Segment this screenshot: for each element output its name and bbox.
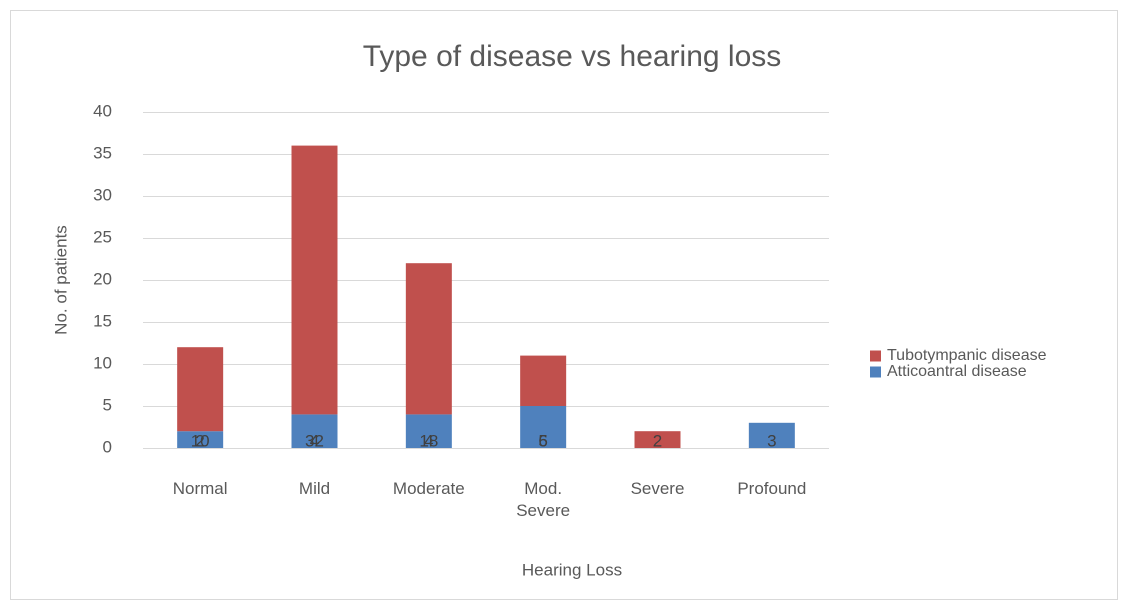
x-tick-label: Mild [298, 479, 331, 498]
bar [177, 431, 224, 448]
x-tick-label: Mod. Severe [516, 479, 571, 520]
data-label: 4 [310, 431, 319, 450]
bar [405, 263, 452, 415]
data-label: 2 [653, 431, 662, 450]
bar [291, 145, 338, 415]
legend-label: Tubotympanic disease [887, 347, 1047, 364]
legend-swatch [870, 350, 881, 362]
data-label: 4 [424, 431, 433, 450]
data-label: 5 [538, 431, 547, 450]
y-tick-label: 35 [93, 143, 112, 162]
data-label: 18 [419, 431, 438, 450]
bar [177, 347, 224, 432]
chart-border [10, 10, 1118, 600]
bar [520, 406, 567, 448]
x-tick-label: Moderate [392, 479, 465, 498]
legend-label: Atticoantral disease [887, 363, 1027, 380]
chart-title: Type of disease vs hearing loss [363, 40, 782, 73]
bar [634, 431, 681, 448]
data-label: 2 [195, 431, 204, 450]
y-tick-label: 5 [103, 395, 112, 414]
data-label: 10 [191, 431, 210, 450]
data-label: 3 [767, 431, 776, 450]
x-tick-label: Profound [737, 479, 807, 498]
bar [405, 414, 452, 448]
data-label: 6 [538, 431, 547, 450]
bar [748, 422, 795, 448]
y-tick-label: 30 [93, 185, 112, 204]
x-tick-label: Severe [630, 479, 685, 498]
y-tick-label: 15 [93, 311, 112, 330]
x-axis-title: Hearing Loss [522, 560, 622, 579]
bar [291, 414, 338, 448]
x-tick-label: Normal [172, 479, 228, 498]
y-tick-label: 10 [93, 353, 112, 372]
data-label: 32 [305, 431, 324, 450]
y-tick-label: 40 [93, 101, 112, 120]
y-tick-label: 25 [93, 227, 112, 246]
y-tick-label: 0 [103, 437, 112, 456]
bar [520, 355, 567, 406]
legend-swatch [870, 366, 881, 378]
y-axis-title: No. of patients [51, 225, 70, 335]
y-tick-label: 20 [93, 269, 112, 288]
